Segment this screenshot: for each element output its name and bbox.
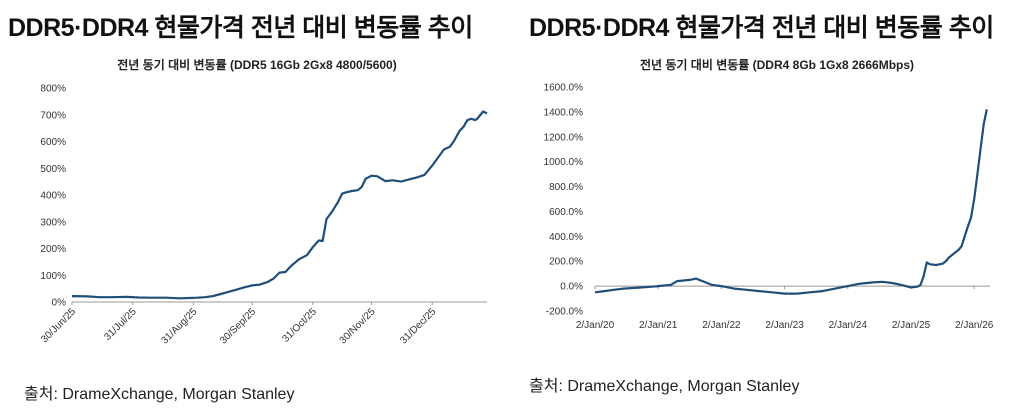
- y-tick-label: 500%: [40, 164, 66, 175]
- y-tick-label: 1600.0%: [544, 83, 584, 94]
- right-chart-panel: DDR5·DDR4 현물가격 전년 대비 변동률 추이 전년 동기 대비 변동률…: [509, 0, 1017, 414]
- y-tick-label: -200.0%: [546, 307, 583, 318]
- y-tick-label: 600.0%: [549, 207, 583, 218]
- chart-title: 전년 동기 대비 변동률 (DDR5 16Gb 2Gx8 4800/5600): [117, 57, 396, 72]
- x-tick-label: 31/Aug/25: [159, 306, 199, 346]
- x-tick-label: 2/Jan/21: [639, 320, 678, 331]
- y-tick-label: 800%: [40, 84, 66, 95]
- y-tick-label: 1200.0%: [544, 132, 584, 143]
- x-tick-label: 2/Jan/25: [892, 320, 931, 331]
- left-source: 출처: DrameXchange, Morgan Stanley: [24, 386, 295, 403]
- left-headline: DDR5·DDR4 현물가격 전년 대비 변동률 추이: [8, 14, 473, 42]
- y-tick-label: 200%: [40, 244, 66, 255]
- ddr5-series-line: [71, 110, 488, 300]
- left-chart-panel: DDR5·DDR4 현물가격 전년 대비 변동률 추이 전년 동기 대비 변동률…: [0, 0, 508, 414]
- x-tick-label: 2/Jan/26: [955, 320, 994, 331]
- y-tick-label: 800.0%: [549, 182, 583, 193]
- y-tick-label: 0.0%: [560, 282, 583, 293]
- right-headline: DDR5·DDR4 현물가격 전년 대비 변동률 추이: [529, 14, 994, 42]
- x-tick-label: 30/Sep/25: [218, 306, 258, 346]
- y-tick-label: 600%: [40, 137, 66, 148]
- x-tick-label: 2/Jan/22: [702, 320, 741, 331]
- x-tick-label: 30/Nov/25: [338, 306, 378, 346]
- y-tick-label: 300%: [40, 217, 66, 228]
- y-tick-label: 0%: [52, 298, 67, 309]
- y-tick-label: 400%: [40, 191, 66, 202]
- x-tick-label: 2/Jan/23: [765, 320, 804, 331]
- x-tick-label: 2/Jan/20: [576, 320, 615, 331]
- x-tick-label: 31/Jul/25: [102, 306, 139, 343]
- y-tick-label: 1000.0%: [544, 157, 584, 168]
- right-source: 출처: DrameXchange, Morgan Stanley: [529, 378, 800, 395]
- ddr4-series-line: [594, 109, 988, 295]
- x-tick-label: 31/Oct/25: [280, 306, 319, 345]
- ddr5-chart: 전년 동기 대비 변동률 (DDR5 16Gb 2Gx8 4800/5600) 0…: [39, 57, 488, 346]
- chart-title: 전년 동기 대비 변동률 (DDR4 8Gb 1Gx8 2666Mbps): [640, 57, 914, 72]
- y-tick-label: 100%: [40, 271, 66, 282]
- y-tick-label: 700%: [40, 110, 66, 121]
- y-tick-label: 200.0%: [549, 257, 583, 268]
- ddr4-chart: 전년 동기 대비 변동률 (DDR4 8Gb 1Gx8 2666Mbps) -20…: [544, 57, 994, 331]
- x-tick-label: 31/Dec/25: [398, 306, 438, 346]
- x-tick-label: 30/Jun/25: [39, 306, 78, 345]
- y-tick-label: 400.0%: [549, 232, 583, 243]
- y-tick-label: 1400.0%: [544, 107, 584, 118]
- x-tick-label: 2/Jan/24: [829, 320, 868, 331]
